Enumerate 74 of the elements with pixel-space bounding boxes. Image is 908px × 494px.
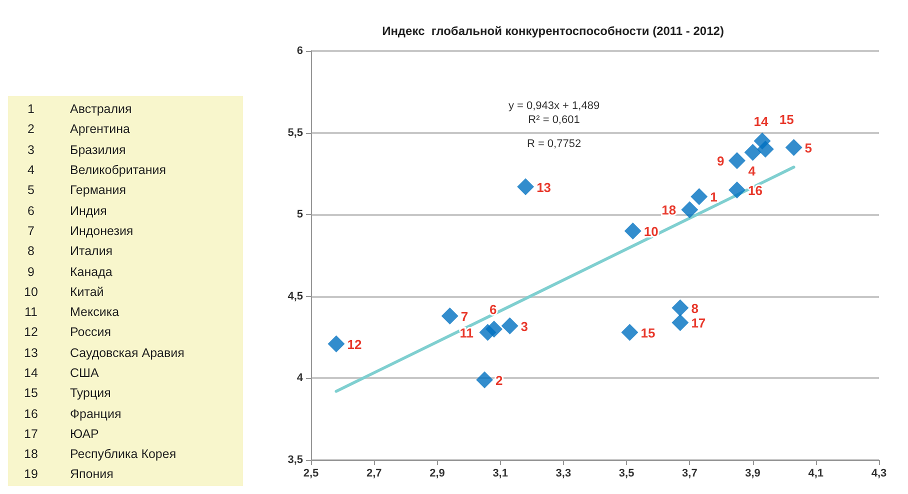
annotation: 7 bbox=[460, 309, 468, 324]
text: 6 Индия bbox=[28, 204, 107, 218]
text: 3 Бразилия bbox=[28, 142, 126, 157]
annotation: 1 bbox=[710, 190, 718, 205]
annotation: 8 bbox=[691, 300, 698, 316]
x-tick-label: 4,1 bbox=[808, 468, 824, 480]
annotation: 5 bbox=[804, 140, 812, 156]
annotation: R² = 0,601 bbox=[528, 114, 580, 126]
x-tick-label: 3,7 bbox=[682, 468, 698, 480]
y-tick-label: 4,5 bbox=[288, 290, 303, 302]
x-tick-label: 2,5 bbox=[303, 468, 319, 480]
y-tick-label: 5 bbox=[296, 208, 303, 221]
point bbox=[624, 222, 642, 240]
annotation: 9 bbox=[717, 154, 724, 169]
annotation: 15 bbox=[640, 325, 656, 340]
point bbox=[476, 371, 494, 388]
text: 19 Япония bbox=[24, 467, 114, 482]
y-tick-label: 5,5 bbox=[288, 126, 303, 139]
annotation: 4 bbox=[748, 163, 756, 178]
x-tick-label: 2,9 bbox=[430, 468, 445, 480]
annotation: 10 bbox=[644, 224, 658, 239]
text: 17 ЮАР bbox=[24, 426, 99, 441]
text: 12 Россия bbox=[24, 325, 111, 340]
text: 4 Великобритания bbox=[28, 163, 166, 178]
point bbox=[728, 182, 746, 199]
annotation: 17 bbox=[691, 316, 706, 331]
annotation: 14 bbox=[754, 114, 769, 129]
text: 11 Мексика bbox=[24, 305, 120, 320]
text: 9 Канада bbox=[28, 264, 112, 279]
text: 16 Франция bbox=[24, 406, 122, 421]
point bbox=[328, 335, 345, 352]
point bbox=[672, 299, 689, 316]
text: 5 Германия bbox=[28, 183, 126, 198]
text: 15 Турция bbox=[24, 386, 111, 400]
annotation: 16 bbox=[748, 183, 762, 198]
point bbox=[501, 317, 518, 334]
y-tick-label: 3,5 bbox=[288, 454, 303, 466]
y-tick-label: 6 bbox=[296, 45, 303, 57]
x-tick-label: 3,1 bbox=[492, 468, 508, 480]
annotation: 3 bbox=[520, 318, 528, 334]
point bbox=[486, 320, 503, 338]
text: 8 Италия bbox=[28, 244, 113, 258]
x-tick-label: 3,9 bbox=[745, 468, 760, 480]
text: 1 Австралия bbox=[28, 102, 132, 116]
point bbox=[672, 314, 689, 332]
y-tick-label: 4 bbox=[296, 372, 304, 384]
text: 18 Республика Корея bbox=[24, 447, 176, 462]
annotation: 12 bbox=[347, 336, 362, 352]
annotation: 13 bbox=[536, 180, 552, 195]
point bbox=[754, 132, 771, 150]
annotation: 15 bbox=[779, 112, 794, 128]
annotation: y = 0,943x + 1,489 bbox=[508, 100, 600, 112]
point bbox=[681, 201, 698, 218]
text: 2 Аргентина bbox=[28, 122, 130, 136]
point bbox=[785, 139, 802, 156]
annotation: 18 bbox=[662, 202, 676, 218]
point bbox=[517, 178, 534, 196]
point bbox=[690, 188, 708, 206]
point bbox=[744, 144, 762, 161]
point bbox=[621, 324, 638, 341]
annotation: 2 bbox=[496, 372, 503, 388]
x-tick-label: 3,3 bbox=[556, 468, 572, 480]
x-tick-label: 4,3 bbox=[871, 468, 887, 480]
x-tick-label: 2,7 bbox=[366, 468, 382, 480]
point bbox=[441, 308, 458, 325]
chart-title: Индекс глобальной конкурентоспособности (2011 - 2012) bbox=[382, 24, 724, 38]
text: 10 Китай bbox=[24, 284, 104, 299]
text: 14 США bbox=[24, 366, 99, 380]
text: 13 Саудовская Аравия bbox=[24, 346, 184, 360]
text: 7 Индонезия bbox=[28, 224, 134, 238]
point bbox=[728, 152, 746, 170]
annotation: R = 0,7752 bbox=[526, 138, 582, 150]
annotation: 11 bbox=[460, 325, 474, 340]
x-tick-label: 3,5 bbox=[618, 468, 634, 480]
